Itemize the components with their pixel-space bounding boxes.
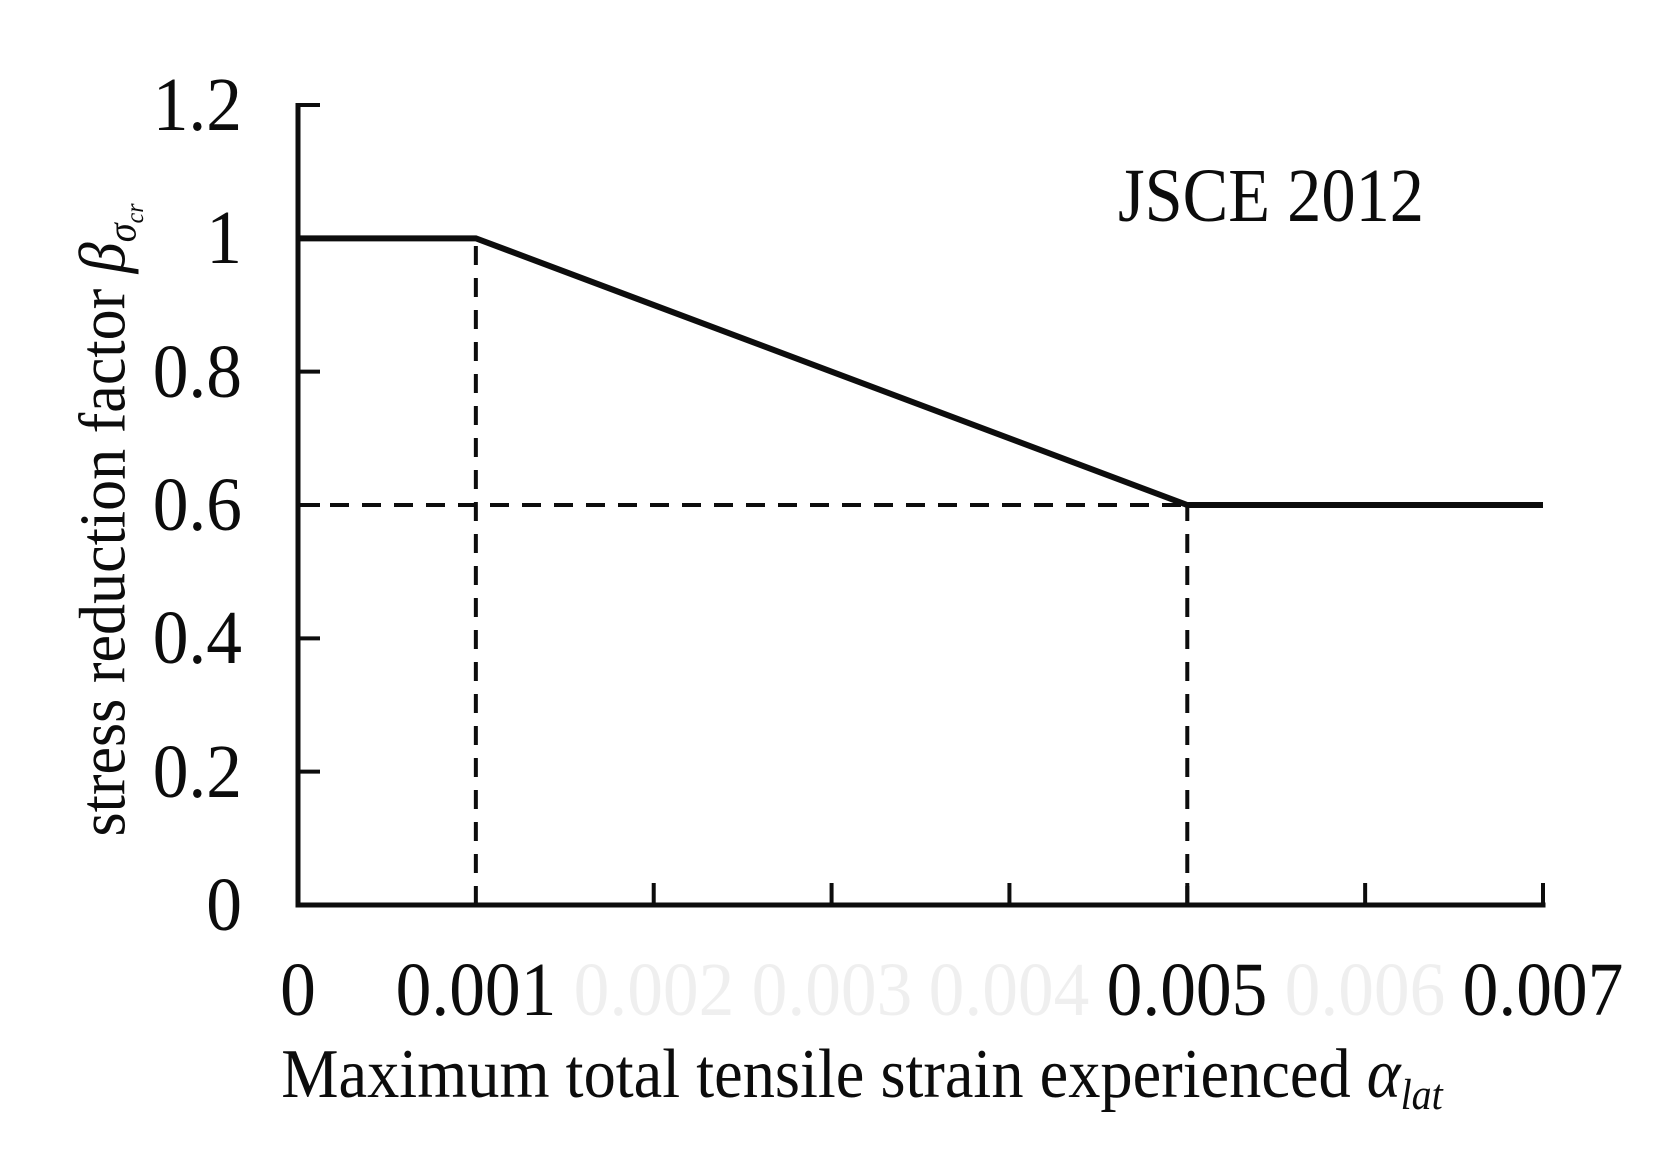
x-tick-label-ghost: 0.004 xyxy=(929,948,1090,1032)
series-line xyxy=(298,235,1543,508)
chart-annotation: JSCE 2012 xyxy=(1118,154,1424,238)
y-tick-label: 0.6 xyxy=(152,463,242,547)
alpha-symbol: α xyxy=(1366,1036,1401,1113)
lat-subscript: lat xyxy=(1400,1071,1443,1120)
x-axis-title-text: Maximum total tensile strain experienced xyxy=(281,1036,1367,1113)
x-tick-label-ghost: 0.006 xyxy=(1284,948,1446,1032)
y-tick-label: 1 xyxy=(206,196,242,281)
x-axis-title: Maximum total tensile strain experienced… xyxy=(281,1036,1442,1117)
x-tick-label: 0 xyxy=(280,948,316,1032)
y-tick-label: 0.2 xyxy=(152,729,242,814)
y-tick-label: 0.8 xyxy=(152,329,242,414)
x-tick-label-ghost: 0.002 xyxy=(573,948,735,1032)
x-tick-label: 0.005 xyxy=(1106,948,1268,1032)
x-tick-label: 0.001 xyxy=(395,948,557,1032)
x-tick-label: 0.007 xyxy=(1462,948,1624,1032)
y-tick-label: 1.2 xyxy=(152,63,242,147)
y-tick-label: 0 xyxy=(206,863,242,947)
x-tick-label-ghost: 0.003 xyxy=(751,948,912,1032)
y-tick-label: 0.4 xyxy=(152,596,242,681)
